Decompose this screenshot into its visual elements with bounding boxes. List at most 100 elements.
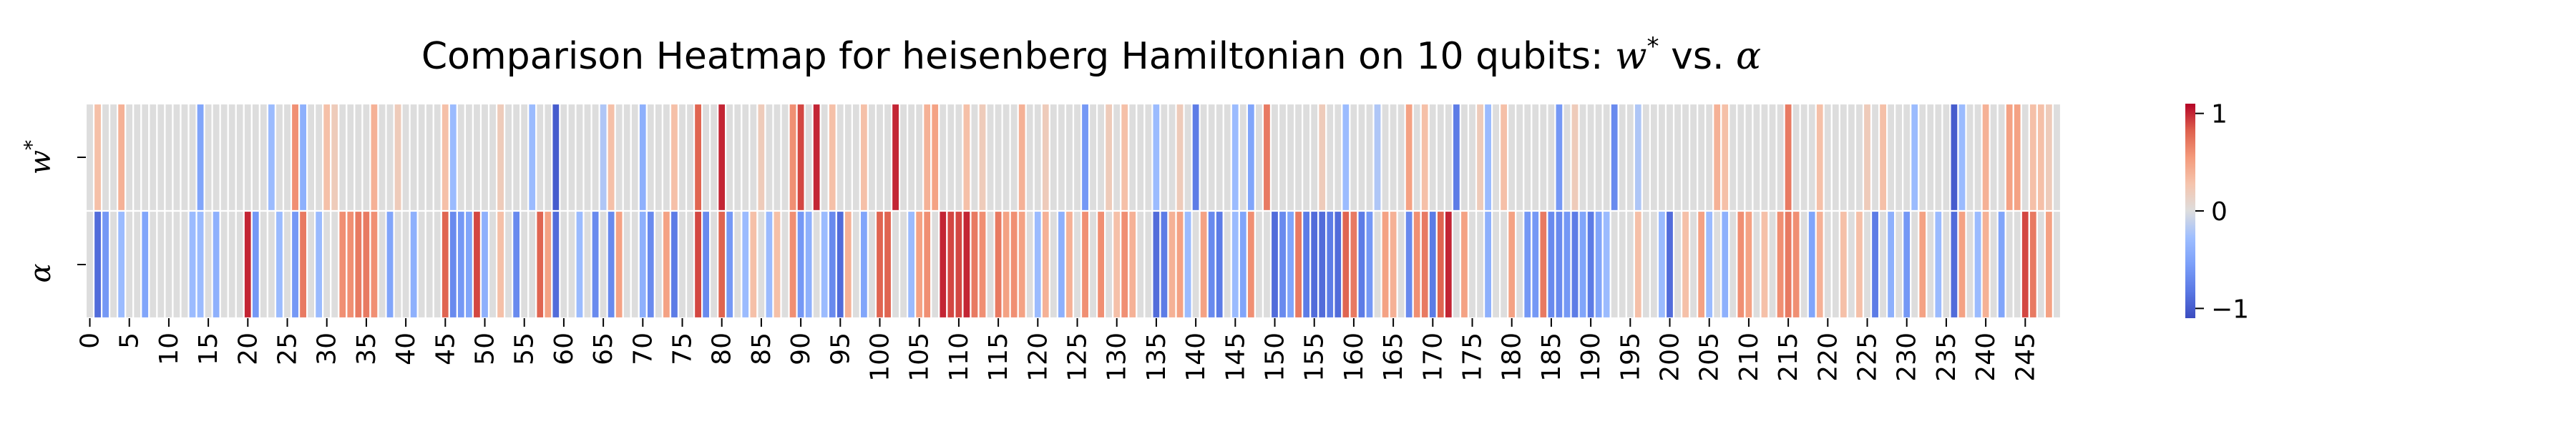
heatmap-cell-w-star-109 (946, 102, 956, 212)
heatmap-cell-w-star-189 (1578, 102, 1588, 212)
heatmap-cell-w-star-219 (1815, 102, 1825, 212)
heatmap-cell-alpha-82 (733, 209, 743, 320)
heatmap-cell-w-star-162 (1365, 102, 1375, 212)
heatmap-cell-alpha-191 (1594, 209, 1604, 320)
heatmap-cell-w-star-125 (1072, 102, 1083, 212)
x-tick-label: 80 (708, 332, 737, 365)
heatmap-cell-w-star-108 (938, 102, 948, 212)
heatmap-cell-w-star-229 (1894, 102, 1904, 212)
heatmap-cell-w-star-156 (1317, 102, 1327, 212)
heatmap-cell-alpha-223 (1846, 209, 1857, 320)
heatmap-cell-alpha-36 (369, 209, 379, 320)
heatmap-cell-w-star-213 (1767, 102, 1777, 212)
heatmap-cell-alpha-5 (125, 209, 135, 320)
heatmap-cell-w-star-24 (274, 102, 285, 212)
heatmap-cell-w-star-244 (2012, 102, 2022, 212)
heatmap-cell-alpha-47 (456, 209, 467, 320)
x-tick-label: 30 (313, 332, 342, 365)
heatmap-cell-alpha-123 (1056, 209, 1067, 320)
heatmap-cell-alpha-121 (1040, 209, 1050, 320)
x-tick-label: 10 (155, 332, 184, 365)
heatmap-cell-alpha-99 (867, 209, 877, 320)
title-alpha: α (1736, 35, 1761, 78)
heatmap-cell-alpha-89 (788, 209, 798, 320)
heatmap-cell-alpha-213 (1767, 209, 1777, 320)
heatmap-cell-alpha-172 (1443, 209, 1454, 320)
heatmap-cell-w-star-43 (424, 102, 434, 212)
heatmap-cell-alpha-131 (1120, 209, 1130, 320)
heatmap-cell-w-star-20 (243, 102, 253, 212)
heatmap-cell-w-star-122 (1048, 102, 1059, 212)
heatmap-cell-alpha-45 (440, 209, 450, 320)
heatmap-cell-alpha-38 (385, 209, 395, 320)
heatmap-cell-alpha-105 (914, 209, 924, 320)
heatmap-cell-w-star-28 (306, 102, 316, 212)
heatmap-cell-alpha-245 (2020, 209, 2030, 320)
heatmap-cell-w-star-37 (377, 102, 387, 212)
x-tick-label: 110 (945, 332, 974, 382)
heatmap-cell-alpha-205 (1704, 209, 1714, 320)
row-label-alpha: α (24, 263, 57, 282)
x-tick-label: 40 (391, 332, 421, 365)
heatmap-cell-w-star-48 (464, 102, 474, 212)
x-tick-label: 205 (1695, 332, 1724, 382)
x-tick-label: 165 (1379, 332, 1408, 382)
heatmap-cell-w-star-36 (369, 102, 379, 212)
heatmap-cell-w-star-153 (1294, 102, 1304, 212)
heatmap-cell-w-star-234 (1933, 102, 1943, 212)
heatmap-cell-alpha-66 (606, 209, 616, 320)
heatmap-cell-alpha-175 (1467, 209, 1478, 320)
heatmap-cell-alpha-154 (1302, 209, 1312, 320)
heatmap-cell-alpha-107 (930, 209, 940, 320)
heatmap-cell-alpha-94 (827, 209, 837, 320)
heatmap-cell-alpha-31 (330, 209, 340, 320)
heatmap-cell-w-star-190 (1586, 102, 1596, 212)
heatmap-cell-w-star-181 (1515, 102, 1525, 212)
heatmap-cell-alpha-230 (1902, 209, 1912, 320)
heatmap-cell-alpha-6 (132, 209, 142, 320)
heatmap-cell-w-star-148 (1254, 102, 1264, 212)
heatmap-cell-alpha-194 (1617, 209, 1627, 320)
heatmap-cell-alpha-15 (203, 209, 213, 320)
heatmap-cell-w-star-230 (1902, 102, 1912, 212)
heatmap-cell-alpha-11 (172, 209, 182, 320)
heatmap-cell-alpha-18 (227, 209, 237, 320)
heatmap-cell-alpha-147 (1246, 209, 1257, 320)
heatmap-cell-alpha-203 (1689, 209, 1699, 320)
heatmap-cell-w-star-247 (2036, 102, 2046, 212)
heatmap-cell-alpha-74 (669, 209, 680, 320)
heatmap-cell-w-star-89 (788, 102, 798, 212)
heatmap-cell-w-star-100 (874, 102, 885, 212)
heatmap-cell-alpha-180 (1507, 209, 1517, 320)
heatmap-cell-w-star-18 (227, 102, 237, 212)
x-tick-label: 20 (233, 332, 263, 365)
heatmap-cell-alpha-197 (1641, 209, 1652, 320)
x-tick-label: 55 (510, 332, 540, 365)
heatmap-cell-alpha-120 (1033, 209, 1043, 320)
heatmap-cell-alpha-243 (2004, 209, 2014, 320)
x-tick-label: 175 (1458, 332, 1488, 382)
heatmap-cell-alpha-144 (1222, 209, 1232, 320)
x-tick-label: 200 (1656, 332, 1685, 382)
heatmap-cell-w-star-165 (1388, 102, 1398, 212)
x-tick-label: 235 (1932, 332, 1961, 382)
heatmap-cell-w-star-170 (1428, 102, 1438, 212)
heatmap-cell-w-star-201 (1672, 102, 1683, 212)
heatmap-cell-w-star-171 (1435, 102, 1445, 212)
heatmap-cell-alpha-100 (874, 209, 885, 320)
heatmap-cell-alpha-216 (1791, 209, 1801, 320)
heatmap-cell-alpha-187 (1562, 209, 1572, 320)
heatmap-cell-w-star-232 (1918, 102, 1928, 212)
title-w: w (1615, 35, 1647, 78)
heatmap-cell-alpha-88 (780, 209, 790, 320)
heatmap-cell-w-star-57 (535, 102, 545, 212)
heatmap-cell-alpha-113 (977, 209, 987, 320)
heatmap-cell-w-star-12 (180, 102, 190, 212)
heatmap-cell-w-star-177 (1483, 102, 1493, 212)
heatmap-cell-w-star-7 (140, 102, 150, 212)
heatmap-cell-w-star-211 (1752, 102, 1762, 212)
heatmap-cell-w-star-175 (1467, 102, 1478, 212)
heatmap-cell-alpha-239 (1973, 209, 1983, 320)
heatmap-cell-w-star-112 (970, 102, 980, 212)
heatmap-cell-alpha-188 (1570, 209, 1580, 320)
